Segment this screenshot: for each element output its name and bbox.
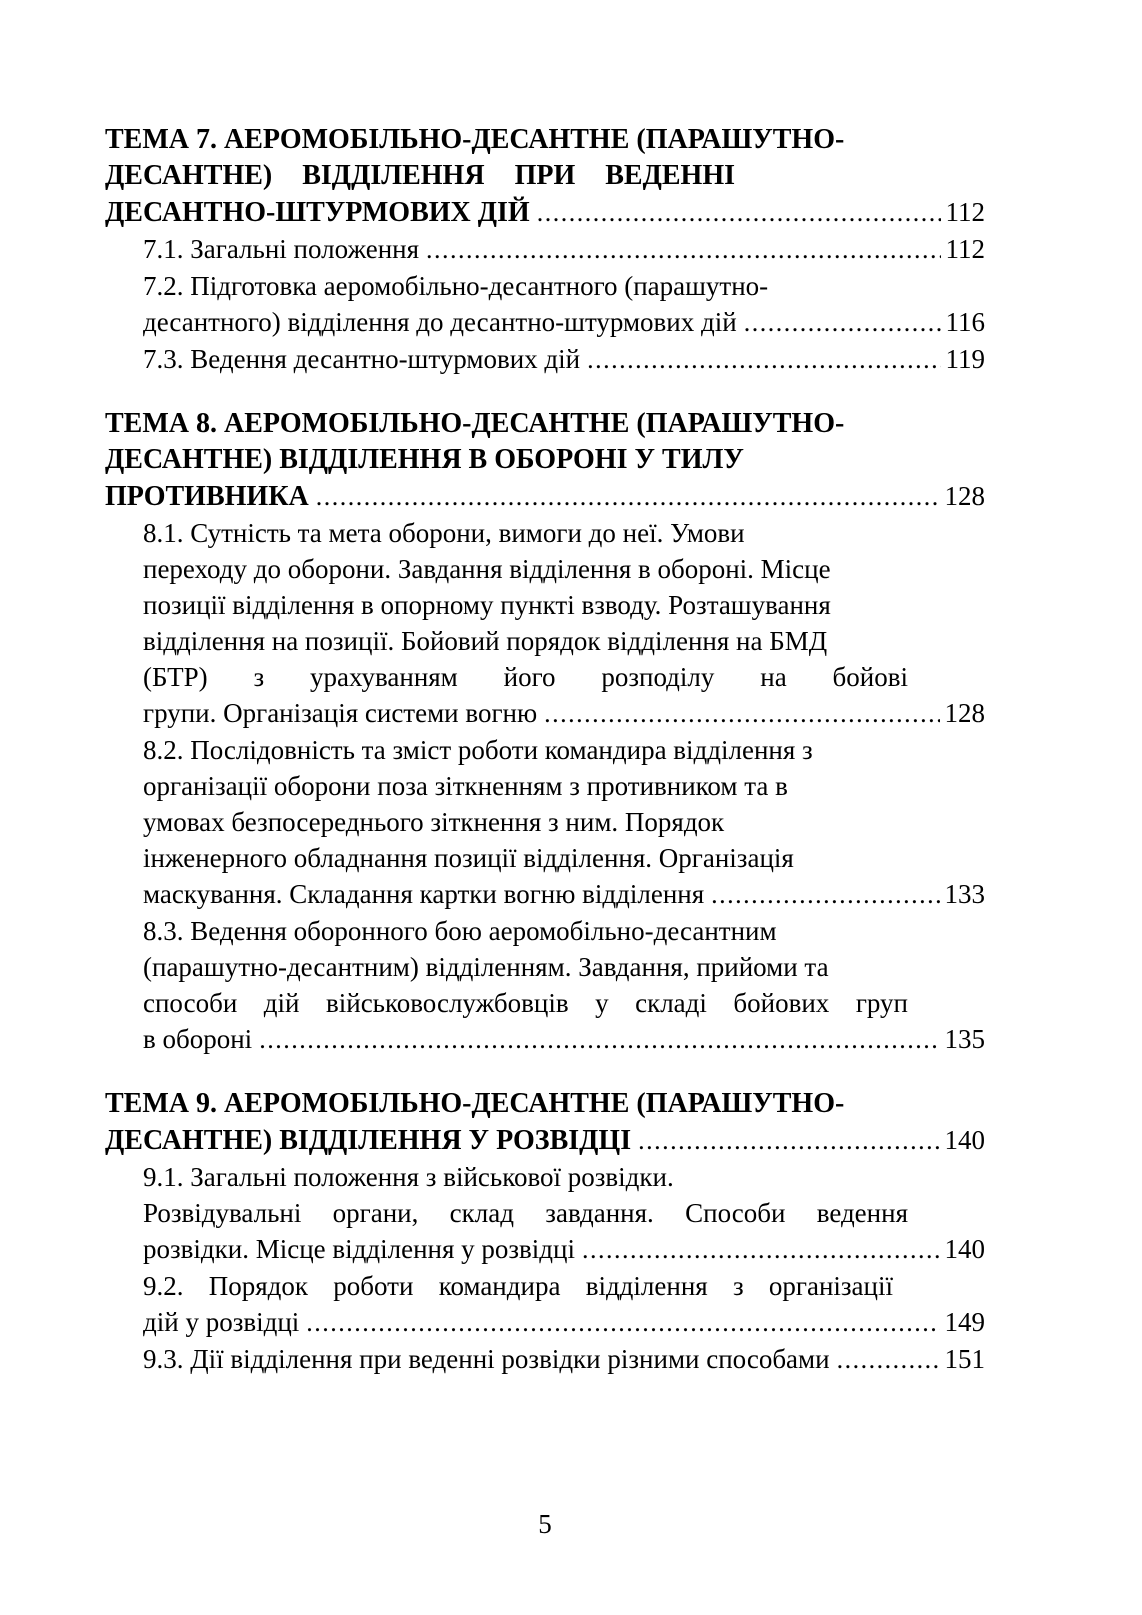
section-heading-line: ТЕМА 8. АЕРОМОБІЛЬНО-ДЕСАНТНЕ (ПАРАШУТНО… bbox=[105, 408, 845, 439]
dot-leader bbox=[711, 877, 939, 913]
toc-entry-line: 7.2. Підготовка аеромобільно-десантного … bbox=[143, 271, 769, 301]
page-number: 128 bbox=[944, 698, 986, 728]
dot-leader bbox=[544, 696, 939, 732]
entry-text: дій у розвідці bbox=[143, 1307, 300, 1337]
page-number: 135 bbox=[944, 1024, 986, 1054]
page-number: 151 bbox=[944, 1344, 986, 1374]
page-number: 119 bbox=[945, 344, 986, 374]
section-heading-entry: ПРОТИВНИКА 128 bbox=[105, 478, 985, 515]
section-items: 8.1. Сутність та мета оборони, вимоги до… bbox=[105, 515, 985, 1058]
section-heading-entry: ДЕСАНТНЕ) ВІДДІЛЕННЯ У РОЗВІДЦІ 140 bbox=[105, 1122, 985, 1159]
toc-entry-line: 8.2. Послідовність та зміст роботи коман… bbox=[143, 735, 813, 765]
entry-text: розвідки. Місце відділення у розвідці bbox=[143, 1234, 575, 1264]
toc-entry-line: розвідки. Місце відділення у розвідці 14… bbox=[143, 1231, 985, 1268]
section-items: 9.1. Загальні положення з військової роз… bbox=[105, 1159, 985, 1378]
toc-entry-line: умовах безпосереднього зіткнення з ним. … bbox=[143, 807, 725, 837]
toc-item: 8.1. Сутність та мета оборони, вимоги до… bbox=[105, 515, 985, 732]
toc-entry-line: 8.3. Ведення оборонного бою аеромобільно… bbox=[143, 916, 777, 946]
toc-section-tema-9: ТЕМА 9. АЕРОМОБІЛЬНО-ДЕСАНТНЕ (ПАРАШУТНО… bbox=[105, 1086, 985, 1378]
toc-item: 9.3. Дії відділення при веденні розвідки… bbox=[105, 1341, 985, 1378]
section-heading-entry: ДЕСАНТНО-ШТУРМОВИХ ДІЙ 112 bbox=[105, 194, 985, 231]
section-heading-line: ДЕСАНТНЕ) ВІДДІЛЕННЯ В ОБОРОНІ У ТИЛУ bbox=[105, 444, 744, 475]
dot-leader bbox=[259, 1022, 939, 1058]
page-number: 128 bbox=[944, 481, 986, 511]
toc-entry-line: 9.2. Порядок роботи командира відділення… bbox=[143, 1271, 893, 1301]
dot-leader bbox=[638, 1123, 939, 1159]
toc-item: 9.1. Загальні положення з військової роз… bbox=[105, 1159, 985, 1268]
toc-section-tema-7: ТЕМА 7. АЕРОМОБІЛЬНО-ДЕСАНТНЕ (ПАРАШУТНО… bbox=[105, 122, 985, 378]
toc-entry-line: 8.1. Сутність та мета оборони, вимоги до… bbox=[143, 518, 745, 548]
toc-entry-line: (БТР) з урахуванням його розподілу на бо… bbox=[143, 662, 908, 692]
page-number: 116 bbox=[945, 307, 986, 337]
toc-entry-line: Розвідувальні органи, склад завдання. Сп… bbox=[143, 1198, 908, 1228]
toc-entry-line: переходу до оборони. Завдання відділення… bbox=[143, 554, 831, 584]
entry-text: ДЕСАНТНЕ) ВІДДІЛЕННЯ У РОЗВІДЦІ bbox=[105, 1125, 632, 1156]
entry-text: 7.3. Ведення десантно-штурмових дій bbox=[143, 344, 581, 374]
section-heading-line: ТЕМА 9. АЕРОМОБІЛЬНО-ДЕСАНТНЕ (ПАРАШУТНО… bbox=[105, 1088, 845, 1119]
entry-text: 7.1. Загальні положення bbox=[143, 234, 420, 264]
entry-text: маскування. Складання картки вогню відді… bbox=[143, 879, 705, 909]
page-number: 112 bbox=[945, 197, 986, 227]
entry-text: десантного) відділення до десантно-штурм… bbox=[143, 307, 737, 337]
toc-entry-line: організації оборони поза зіткненням з пр… bbox=[143, 771, 788, 801]
toc-entry-line: маскування. Складання картки вогню відді… bbox=[143, 876, 985, 913]
entry-text: 9.3. Дії відділення при веденні розвідки… bbox=[143, 1344, 830, 1374]
toc-entry-line: групи. Організація системи вогню 128 bbox=[143, 695, 985, 732]
page-number: 140 bbox=[944, 1125, 986, 1155]
page-number: 112 bbox=[945, 234, 986, 264]
dot-leader bbox=[582, 1232, 940, 1268]
toc-entry-line: інженерного обладнання позиції відділенн… bbox=[143, 843, 794, 873]
page-number: 149 bbox=[944, 1307, 986, 1337]
entry-text: в обороні bbox=[143, 1024, 253, 1054]
toc-item: 8.2. Послідовність та зміст роботи коман… bbox=[105, 732, 985, 913]
toc-item: 7.3. Ведення десантно-штурмових дій 119 bbox=[105, 341, 985, 378]
toc-item: 7.2. Підготовка аеромобільно-десантного … bbox=[105, 268, 985, 341]
table-of-contents: ТЕМА 7. АЕРОМОБІЛЬНО-ДЕСАНТНЕ (ПАРАШУТНО… bbox=[105, 122, 985, 1378]
section-heading-line: ДЕСАНТНЕ) ВІДДІЛЕННЯ ПРИ ВЕДЕННІ bbox=[105, 160, 735, 191]
toc-item: 8.3. Ведення оборонного бою аеромобільно… bbox=[105, 913, 985, 1058]
toc-item: 9.2. Порядок роботи командира відділення… bbox=[105, 1268, 985, 1341]
toc-entry-line: в обороні 135 bbox=[143, 1021, 985, 1058]
page-number: 140 bbox=[944, 1234, 986, 1264]
dot-leader bbox=[426, 232, 940, 268]
toc-entry-line: відділення на позиції. Бойовий порядок в… bbox=[143, 626, 828, 656]
toc-entry-line: 7.3. Ведення десантно-штурмових дій 119 bbox=[143, 341, 985, 378]
entry-text: групи. Організація системи вогню bbox=[143, 698, 538, 728]
dot-leader bbox=[587, 342, 940, 378]
page-footer: 5 bbox=[105, 1506, 985, 1542]
folio-page-number: 5 bbox=[538, 1509, 552, 1539]
toc-entry-line: (парашутно-десантним) відділенням. Завда… bbox=[143, 952, 829, 982]
section-heading-line: ТЕМА 7. АЕРОМОБІЛЬНО-ДЕСАНТНЕ (ПАРАШУТНО… bbox=[105, 124, 845, 155]
toc-entry-line: позиції відділення в опорному пункті взв… bbox=[143, 590, 831, 620]
dot-leader bbox=[316, 479, 940, 515]
dot-leader bbox=[744, 305, 941, 341]
page-number: 133 bbox=[944, 879, 986, 909]
toc-item: 7.1. Загальні положення 112 bbox=[105, 231, 985, 268]
toc-entry-line: дій у розвідці 149 bbox=[143, 1304, 985, 1341]
dot-leader bbox=[537, 195, 941, 231]
toc-entry-line: 7.1. Загальні положення 112 bbox=[143, 231, 985, 268]
toc-section-tema-8: ТЕМА 8. АЕРОМОБІЛЬНО-ДЕСАНТНЕ (ПАРАШУТНО… bbox=[105, 406, 985, 1058]
toc-entry-line: способи дій військовослужбовців у складі… bbox=[143, 988, 908, 1018]
entry-text: ПРОТИВНИКА bbox=[105, 481, 309, 512]
toc-entry-line: 9.1. Загальні положення з військової роз… bbox=[143, 1162, 674, 1192]
section-items: 7.1. Загальні положення 112 7.2. Підгото… bbox=[105, 231, 985, 378]
dot-leader bbox=[837, 1342, 940, 1378]
toc-entry-line: десантного) відділення до десантно-штурм… bbox=[143, 304, 985, 341]
entry-text: ДЕСАНТНО-ШТУРМОВИХ ДІЙ bbox=[105, 197, 530, 228]
toc-entry-line: 9.3. Дії відділення при веденні розвідки… bbox=[143, 1341, 985, 1378]
dot-leader bbox=[306, 1305, 939, 1341]
